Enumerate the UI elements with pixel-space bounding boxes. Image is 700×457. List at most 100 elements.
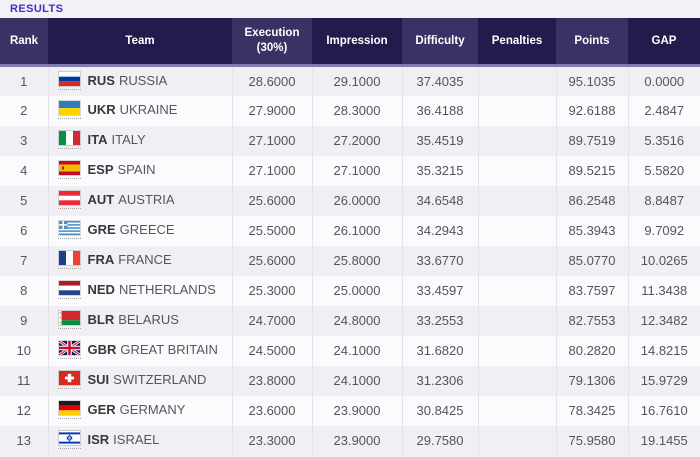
penalties-cell bbox=[478, 185, 557, 216]
points-cell: 78.3425 bbox=[556, 395, 629, 426]
table-row: 4 ESP SPAIN 27.1000 27.1000 35.3215 89.5215 5.5… bbox=[0, 155, 700, 186]
table-row: 7 FRA FRANCE 25.6000 25.8000 33.6770 85.0770 10… bbox=[0, 245, 700, 276]
impression-cell: 24.8000 bbox=[312, 305, 403, 336]
penalties-cell bbox=[478, 215, 557, 246]
rank-cell: 7 bbox=[0, 245, 49, 276]
gap-cell: 19.1455 bbox=[640, 433, 688, 448]
penalties-cell bbox=[478, 365, 557, 396]
execution-cell: 24.5000 bbox=[232, 335, 313, 366]
team-cell: SUI SWITZERLAND bbox=[48, 365, 233, 396]
points-cell: 83.7597 bbox=[556, 275, 629, 306]
difficulty-cell: 34.2943 bbox=[402, 215, 479, 246]
team-code: SUI bbox=[87, 372, 110, 388]
team-name: GREECE bbox=[119, 222, 175, 238]
impression-cell: 27.1000 bbox=[312, 155, 403, 186]
execution-cell: 27.1000 bbox=[232, 155, 313, 186]
table-row: 9 BLR BELARUS 24.7000 24.8000 33.2553 82.7553 1… bbox=[0, 305, 700, 336]
rank-cell: 13 bbox=[0, 425, 49, 456]
gap-cell: 11.3438 bbox=[641, 283, 688, 298]
impression-cell: 28.3000 bbox=[312, 95, 403, 126]
rank-cell: 1 bbox=[0, 65, 49, 96]
gap-cell: 15.9729 bbox=[640, 373, 688, 388]
rank-cell: 3 bbox=[0, 125, 49, 156]
team-code: ISR bbox=[87, 432, 110, 448]
team-cell: ISR ISRAEL bbox=[48, 425, 233, 456]
ukr-flag-icon[interactable] bbox=[57, 99, 81, 119]
impression-cell: 29.1000 bbox=[312, 65, 403, 96]
team-cell: BLR BELARUS bbox=[48, 305, 233, 336]
gbr-flag-icon[interactable] bbox=[57, 339, 81, 359]
impression-cell: 25.0000 bbox=[312, 275, 403, 306]
col-header-rank: Rank bbox=[0, 18, 48, 67]
team-name: BELARUS bbox=[118, 312, 179, 328]
penalties-cell bbox=[478, 65, 557, 96]
points-cell: 95.1035 bbox=[556, 65, 629, 96]
rank-cell: 11 bbox=[0, 365, 49, 396]
penalties-cell bbox=[478, 155, 557, 186]
difficulty-cell: 35.3215 bbox=[402, 155, 479, 186]
execution-cell: 25.6000 bbox=[232, 185, 313, 216]
team-name: SWITZERLAND bbox=[113, 372, 207, 388]
team-name: UKRAINE bbox=[119, 102, 178, 118]
rank-cell: 8 bbox=[0, 275, 49, 306]
team-name: NETHERLANDS bbox=[118, 282, 216, 298]
impression-cell: 24.1000 bbox=[312, 365, 403, 396]
results-table-header: Rank Team Execution (30%) Impression Difficul… bbox=[0, 18, 700, 67]
rank-cell: 5 bbox=[0, 185, 49, 216]
team-code: ESP bbox=[87, 162, 114, 178]
blr-flag-icon[interactable] bbox=[57, 309, 81, 329]
team-cell: GER GERMANY bbox=[48, 395, 233, 426]
table-row: 1 RUS RUSSIA 28.6000 29.1000 37.4035 95.1035 0.… bbox=[0, 65, 700, 96]
difficulty-cell: 37.4035 bbox=[402, 65, 479, 96]
esp-flag-icon[interactable] bbox=[57, 159, 81, 179]
gap-cell: 5.5820 bbox=[644, 163, 685, 178]
difficulty-cell: 34.6548 bbox=[402, 185, 479, 216]
points-cell: 92.6188 bbox=[556, 95, 629, 126]
difficulty-cell: 33.4597 bbox=[402, 275, 479, 306]
col-header-execution: Execution (30%) bbox=[232, 18, 312, 67]
execution-cell: 23.8000 bbox=[232, 365, 313, 396]
aut-flag-icon[interactable] bbox=[57, 189, 81, 209]
rus-flag-icon[interactable] bbox=[57, 70, 81, 90]
points-cell: 86.2548 bbox=[556, 185, 629, 216]
execution-cell: 23.3000 bbox=[232, 425, 313, 456]
results-table: Rank Team Execution (30%) Impression Difficul… bbox=[0, 18, 700, 456]
team-code: UKR bbox=[87, 102, 116, 118]
team-code: NED bbox=[87, 282, 115, 298]
ita-flag-icon[interactable] bbox=[57, 129, 81, 149]
points-cell: 80.2820 bbox=[556, 335, 629, 366]
table-row: 8 NED NETHERLANDS 25.3000 25.0000 33.4597 83.7… bbox=[0, 275, 700, 306]
team-code: RUS bbox=[87, 72, 115, 88]
penalties-cell bbox=[478, 275, 557, 306]
points-cell: 85.3943 bbox=[556, 215, 629, 246]
team-cell: AUT AUSTRIA bbox=[48, 185, 233, 216]
results-table-body: 1 RUS RUSSIA 28.6000 29.1000 37.4035 95.1035 0.… bbox=[0, 65, 700, 456]
ger-flag-icon[interactable] bbox=[57, 399, 81, 419]
execution-cell: 24.7000 bbox=[232, 305, 313, 336]
table-row: 6 GRE GREECE 25.5000 26.1000 34.2943 85.3943 9.… bbox=[0, 215, 700, 246]
isr-flag-icon[interactable] bbox=[57, 429, 81, 449]
difficulty-cell: 31.6820 bbox=[402, 335, 479, 366]
team-code: BLR bbox=[87, 312, 115, 328]
team-code: AUT bbox=[87, 192, 115, 208]
penalties-cell bbox=[478, 95, 557, 126]
points-cell: 85.0770 bbox=[556, 245, 629, 276]
execution-cell: 23.6000 bbox=[232, 395, 313, 426]
rank-cell: 4 bbox=[0, 155, 49, 186]
difficulty-cell: 35.4519 bbox=[402, 125, 479, 156]
impression-cell: 27.2000 bbox=[312, 125, 403, 156]
execution-cell: 25.5000 bbox=[232, 215, 313, 246]
gre-flag-icon[interactable] bbox=[57, 219, 81, 239]
difficulty-cell: 33.6770 bbox=[402, 245, 479, 276]
fra-flag-icon[interactable] bbox=[57, 249, 81, 269]
penalties-cell bbox=[478, 395, 557, 426]
ned-flag-icon[interactable] bbox=[57, 279, 81, 299]
penalties-cell bbox=[478, 335, 557, 366]
sui-flag-icon[interactable] bbox=[57, 369, 81, 389]
gap-cell: 0.0000 bbox=[644, 73, 685, 89]
gap-cell: 2.4847 bbox=[644, 103, 685, 118]
team-code: FRA bbox=[87, 252, 115, 268]
penalties-cell bbox=[478, 305, 557, 336]
page-title: RESULTS bbox=[10, 3, 64, 15]
team-cell: GRE GREECE bbox=[48, 215, 233, 246]
